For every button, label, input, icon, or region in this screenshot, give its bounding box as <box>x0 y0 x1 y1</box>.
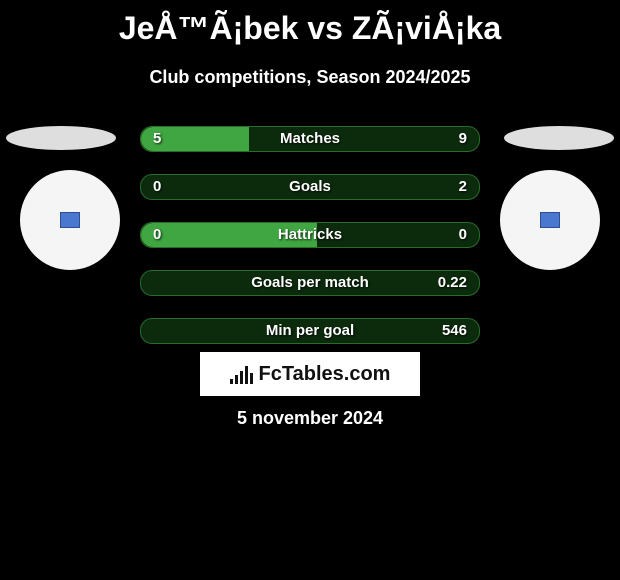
stat-label: Hattricks <box>141 223 479 247</box>
logo-box: FcTables.com <box>200 352 420 396</box>
comparison-widget: JeÅ™Ã¡bek vs ZÃ¡viÅ¡ka Club competitions… <box>0 0 620 580</box>
stat-label: Goals per match <box>141 271 479 295</box>
player-right-badge-icon <box>540 212 560 228</box>
page-subtitle: Club competitions, Season 2024/2025 <box>0 67 620 88</box>
logo-text: FcTables.com <box>259 363 391 386</box>
logo: FcTables.com <box>230 363 391 386</box>
page-title: JeÅ™Ã¡bek vs ZÃ¡viÅ¡ka <box>0 0 620 47</box>
player-left-avatar <box>20 170 120 270</box>
player-right-avatar <box>500 170 600 270</box>
player-left-shadow <box>6 126 116 150</box>
stats-bars: 59Matches 02Goals 00Hattricks 0.22Goals per… <box>140 126 480 366</box>
logo-bars-icon <box>230 364 253 384</box>
player-right-shadow <box>504 126 614 150</box>
stat-label: Matches <box>141 127 479 151</box>
stat-label: Min per goal <box>141 319 479 343</box>
date-label: 5 november 2024 <box>0 408 620 429</box>
stat-bar: 02Goals <box>140 174 480 200</box>
stat-bar: 0.22Goals per match <box>140 270 480 296</box>
stat-label: Goals <box>141 175 479 199</box>
player-left-badge-icon <box>60 212 80 228</box>
stat-bar: 59Matches <box>140 126 480 152</box>
stat-bar: 00Hattricks <box>140 222 480 248</box>
stat-bar: 546Min per goal <box>140 318 480 344</box>
